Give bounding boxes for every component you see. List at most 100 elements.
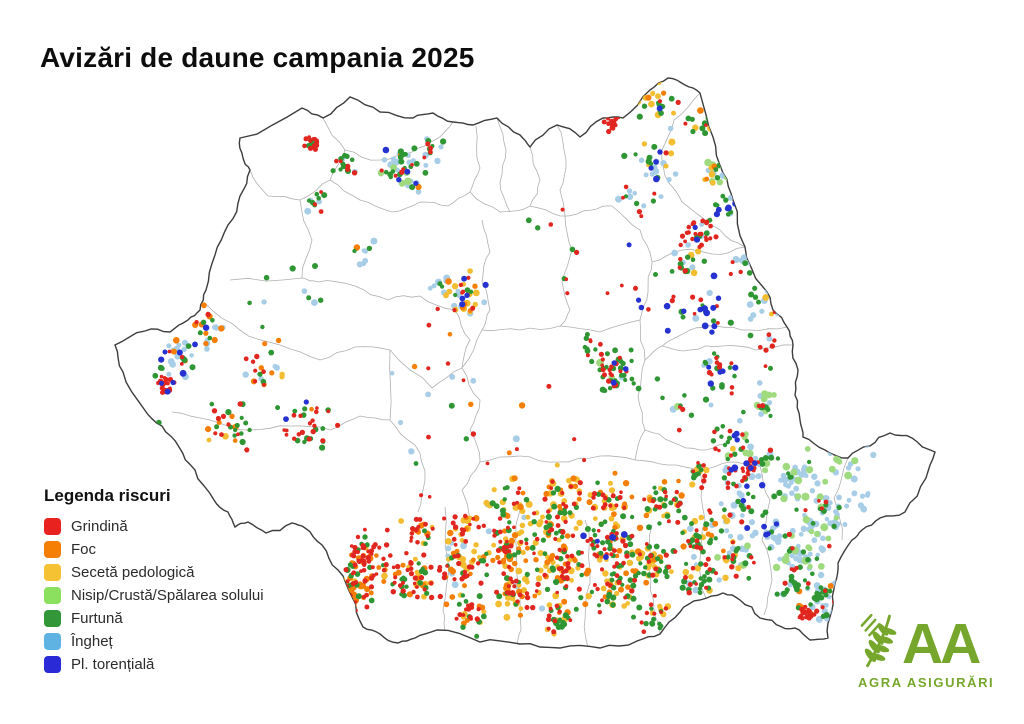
damage-dot (515, 500, 519, 505)
damage-dot (721, 548, 726, 554)
damage-dot (247, 427, 252, 433)
damage-dot (701, 578, 707, 584)
damage-dot (403, 151, 408, 157)
damage-dot (636, 555, 643, 562)
damage-dot (710, 438, 717, 444)
damage-dot (602, 594, 608, 600)
damage-dot (415, 585, 419, 589)
damage-dot (794, 565, 799, 571)
damage-dot (800, 525, 807, 532)
damage-dot (710, 272, 718, 280)
damage-dot (649, 83, 655, 89)
damage-dot (166, 381, 170, 386)
damage-dot (669, 269, 675, 274)
damage-dot (642, 497, 647, 502)
damage-dot (445, 564, 449, 568)
damage-dot (506, 590, 512, 596)
damage-dot (716, 321, 720, 325)
damage-dot (729, 361, 734, 366)
damage-dot (423, 541, 428, 547)
damage-dot (631, 614, 636, 620)
damage-dot (566, 565, 572, 571)
damage-dot (201, 302, 207, 309)
damage-dot (729, 391, 734, 396)
damage-dot (703, 309, 711, 317)
damage-dot (762, 509, 769, 516)
damage-dot (400, 562, 406, 568)
damage-dot (611, 360, 617, 366)
damage-dot (459, 538, 465, 543)
damage-dot (545, 513, 552, 521)
damage-dot (495, 600, 502, 608)
damage-dot (344, 611, 350, 616)
damage-dot (362, 257, 369, 264)
damage-dot (461, 275, 467, 282)
damage-dot (316, 196, 322, 201)
damage-dot (383, 169, 389, 175)
damage-dot (808, 602, 813, 607)
damage-dot (702, 574, 707, 579)
damage-dot (347, 599, 354, 606)
damage-dot (345, 620, 352, 627)
damage-dot (852, 443, 858, 450)
damage-dot (775, 538, 782, 545)
damage-dot (737, 534, 744, 541)
damage-dot (215, 415, 221, 422)
damage-dot (729, 385, 735, 390)
damage-dot (636, 209, 643, 215)
damage-dot (794, 493, 802, 500)
damage-dot (525, 217, 532, 224)
damage-dot (638, 157, 645, 164)
damage-dot (546, 602, 553, 608)
damage-dot (349, 157, 355, 163)
damage-dot (690, 128, 696, 135)
damage-dot (401, 576, 408, 582)
damage-dot (451, 536, 457, 542)
damage-dot (666, 177, 672, 183)
damage-dot (809, 488, 816, 494)
damage-dot (857, 437, 863, 443)
page-title: Avizări de daune campania 2025 (40, 42, 475, 73)
damage-dot (703, 230, 710, 237)
damage-dot (520, 490, 526, 496)
damage-dot (807, 551, 813, 557)
damage-dot (361, 594, 366, 600)
damage-dot (398, 518, 404, 524)
damage-dot (771, 392, 777, 398)
damage-dot (811, 537, 818, 544)
damage-dot (376, 565, 382, 570)
damage-dot (318, 297, 324, 303)
damage-dot (355, 593, 362, 600)
damage-dot (612, 524, 618, 531)
damage-dot (504, 601, 511, 607)
damage-dot (360, 553, 366, 559)
damage-dot (718, 528, 725, 534)
legend-swatch (44, 587, 61, 604)
damage-dot (511, 501, 517, 506)
damage-dot (676, 508, 682, 514)
damage-dot (709, 329, 715, 335)
damage-dot (704, 235, 708, 240)
damage-dot (461, 613, 466, 617)
damage-dot (637, 552, 643, 557)
damage-dot (319, 190, 323, 194)
damage-dot (690, 257, 696, 263)
damage-dot (715, 295, 722, 301)
damage-dot (577, 490, 582, 496)
damage-dot (714, 571, 718, 576)
damage-dot (744, 483, 750, 490)
damage-dot (452, 577, 457, 582)
damage-dot (723, 197, 729, 203)
damage-dot (730, 557, 735, 562)
damage-dot (747, 332, 754, 339)
damage-dot (562, 612, 569, 619)
damage-dot (335, 422, 341, 428)
damage-dot (441, 575, 447, 581)
damage-dot (599, 386, 606, 393)
damage-dot (200, 319, 207, 325)
damage-dot (352, 615, 357, 621)
damage-dot (717, 369, 723, 375)
agra-asigurari-logo: AA AGRA ASIGURĂRI (858, 610, 993, 690)
damage-dot (476, 593, 483, 600)
damage-dot (600, 492, 606, 498)
